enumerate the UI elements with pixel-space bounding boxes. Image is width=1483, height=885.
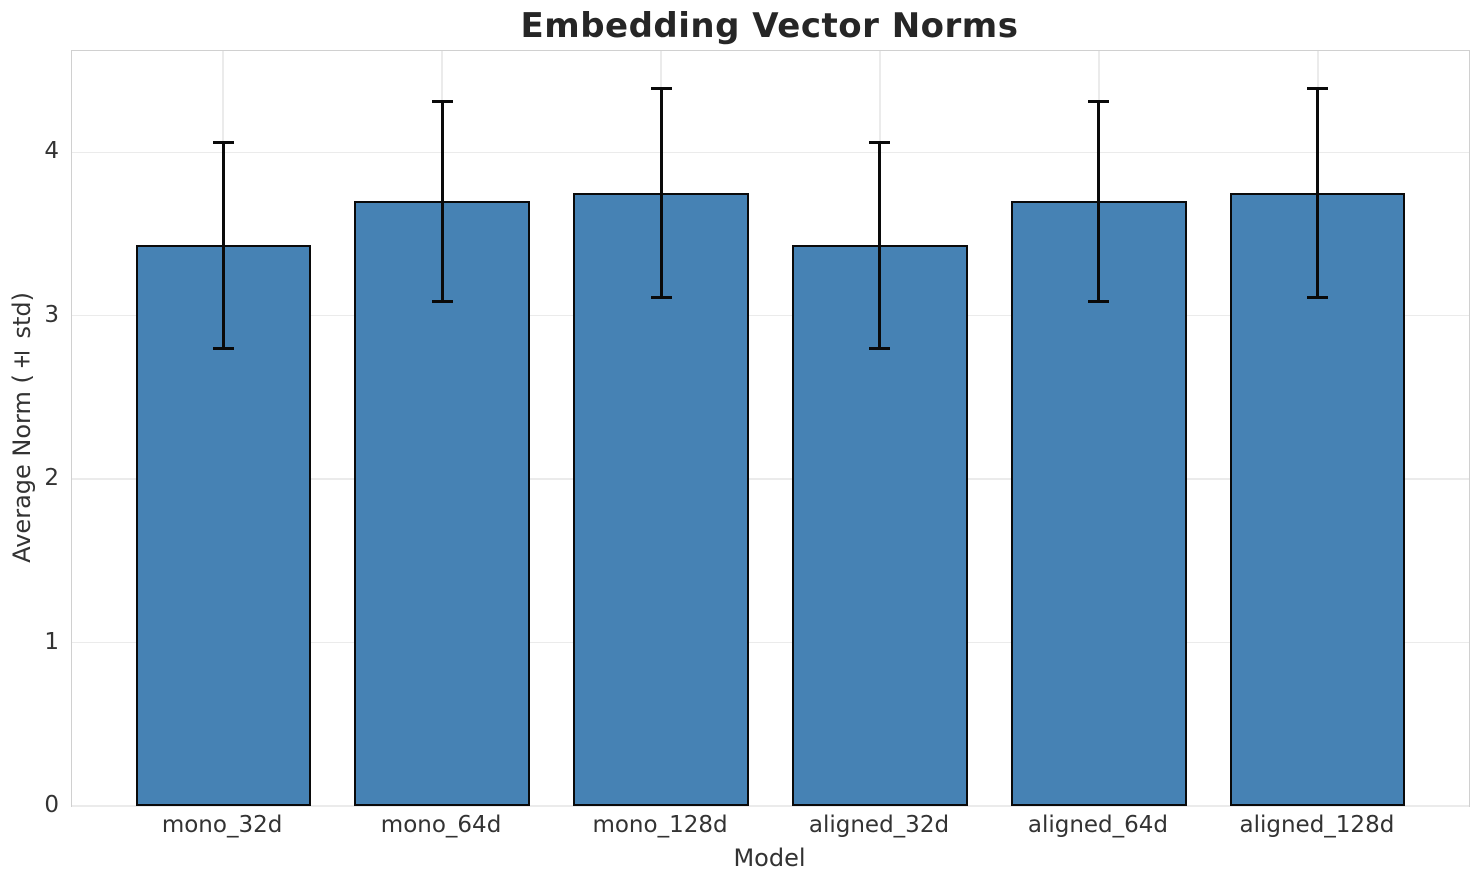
error-cap-bottom-mono_32d [212,346,234,350]
error-bar-aligned_64d [1097,101,1101,302]
error-bar-aligned_128d [1316,88,1320,298]
error-cap-bottom-mono_64d [431,299,453,303]
bar-mono_64d [354,201,530,806]
error-cap-bottom-aligned_32d [869,346,891,350]
error-cap-top-aligned_32d [869,141,891,144]
y-gridline [72,805,1469,807]
error-cap-top-mono_64d [431,100,453,104]
plot-area [71,50,1470,807]
y-axis-label-wrap: Average Norm (± std) [8,50,36,805]
error-cap-top-aligned_64d [1088,100,1110,104]
y-tick-label: 1 [44,628,59,655]
y-gridline [72,151,1469,154]
chart-title: Embedding Vector Norms [520,6,1019,46]
x-tick-label-aligned_64d: aligned_64d [1027,812,1169,838]
error-cap-bottom-mono_128d [650,296,672,300]
x-tick-label-mono_32d: mono_32d [161,812,283,838]
error-cap-bottom-aligned_64d [1088,299,1110,303]
x-tick-label-mono_64d: mono_64d [380,812,502,838]
error-bar-aligned_32d [878,142,882,349]
error-cap-top-mono_32d [212,141,234,144]
y-axis-label: Average Norm (± std) [8,292,36,563]
y-tick-label: 0 [44,792,59,818]
y-gridline [72,314,1469,317]
y-gridline [72,641,1469,644]
y-tick-label: 4 [44,138,59,165]
bar-mono_32d [135,245,311,806]
error-cap-top-mono_128d [650,87,672,91]
y-tick-label: 2 [44,465,59,492]
error-bar-mono_64d [440,101,444,302]
x-tick-label-aligned_32d: aligned_32d [808,812,950,838]
x-tick-label-aligned_128d: aligned_128d [1239,812,1395,838]
y-tick-label: 3 [44,301,59,328]
error-bar-mono_32d [221,142,225,349]
error-cap-top-aligned_128d [1307,87,1329,91]
error-cap-bottom-aligned_128d [1307,296,1329,300]
x-tick-label-mono_128d: mono_128d [592,812,728,838]
error-bar-mono_128d [659,88,663,298]
y-gridline [72,478,1469,480]
x-axis-label: Model [733,844,806,872]
